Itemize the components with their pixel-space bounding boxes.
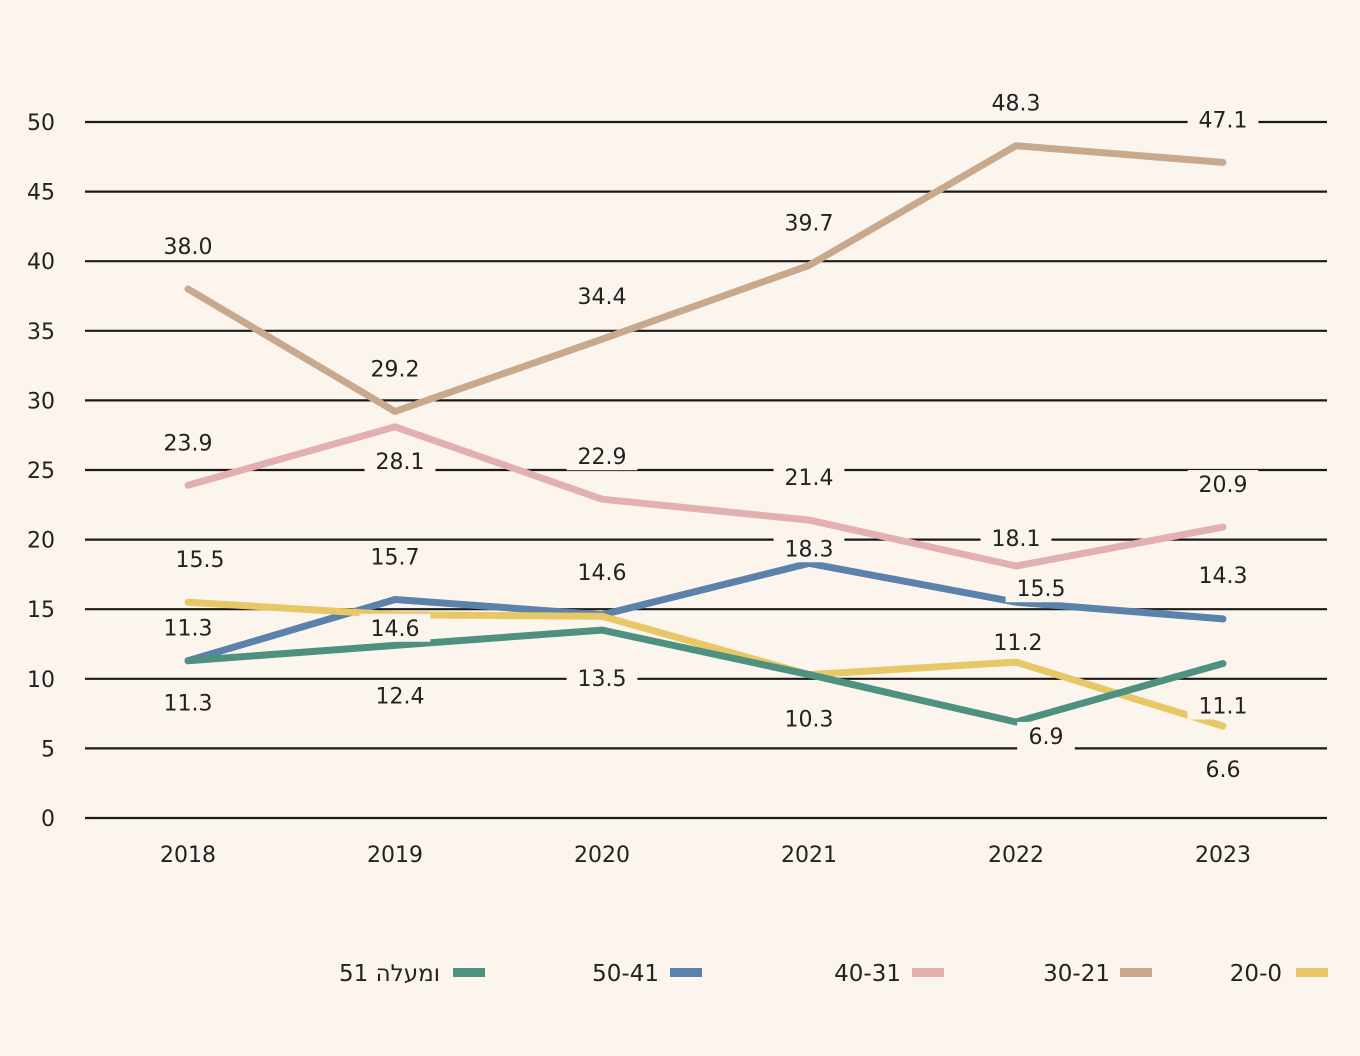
y-tick-label: 25 (27, 459, 55, 484)
data-label-bg (152, 688, 224, 717)
data-label: 18.1 (992, 527, 1041, 552)
data-label: 28.1 (376, 450, 425, 475)
series-line-1 (184, 423, 1227, 570)
data-label-bg (773, 463, 845, 492)
y-tick-label: 30 (27, 389, 55, 414)
data-label-bg (1017, 721, 1075, 750)
data-label: 14.6 (371, 617, 420, 642)
data-label: 21.4 (785, 466, 834, 491)
y-axis-ticks: 0 5 10 15 20 25 30 35 40 45 50 (27, 111, 55, 832)
x-tick-label: 2020 (574, 843, 630, 868)
data-label: 47.1 (1199, 108, 1248, 133)
legend-label: 51 ומעלה (339, 961, 440, 987)
data-label-bg (359, 542, 431, 571)
y-tick-label: 0 (41, 807, 55, 832)
x-tick-label: 2022 (988, 843, 1044, 868)
y-tick-label: 10 (27, 668, 55, 693)
x-tick-label: 2021 (781, 843, 837, 868)
data-label-bg (164, 545, 236, 574)
data-label: 15.7 (371, 545, 420, 570)
legend-swatch (670, 968, 702, 977)
data-label: 14.3 (1199, 564, 1248, 589)
data-label: 15.5 (176, 548, 225, 573)
data-label-bg (773, 534, 845, 563)
data-label: 29.2 (371, 358, 420, 383)
y-tick-label: 5 (41, 737, 55, 762)
series-line-0 (184, 142, 1227, 415)
data-label-bg (566, 282, 638, 311)
legend-label: 50-41 (592, 961, 659, 987)
data-label-bg (152, 232, 224, 261)
data-label: 34.4 (578, 285, 627, 310)
data-label-bg (980, 88, 1052, 117)
data-label: 6.9 (1029, 725, 1064, 750)
data-label-bg (364, 446, 436, 475)
y-tick-label: 50 (27, 111, 55, 136)
data-label: 10.3 (785, 708, 834, 733)
data-label: 13.5 (578, 667, 627, 692)
legend-label: 20-0 (1230, 961, 1282, 987)
data-labels: 38.0 29.2 34.4 39.7 48.3 47.1 23.9 28.1 22.9 21.4… (152, 88, 1259, 784)
x-tick-label: 2019 (367, 843, 423, 868)
data-label: 48.3 (992, 92, 1041, 117)
data-label: 14.6 (578, 561, 627, 586)
data-label-bg (566, 557, 638, 586)
data-label-bg (1187, 560, 1259, 589)
data-label-bg (359, 613, 431, 642)
x-tick-label: 2018 (160, 843, 216, 868)
legend-swatch (1120, 968, 1152, 977)
legend-label: 40-31 (834, 961, 901, 987)
series-line-4 (184, 626, 1227, 726)
data-label: 22.9 (578, 445, 627, 470)
data-label-bg (152, 613, 224, 642)
x-axis-ticks: 2018 2019 2020 2021 2022 2023 (160, 843, 1251, 868)
data-label: 11.1 (1199, 694, 1248, 719)
series-line-3 (184, 598, 1227, 730)
data-label: 18.3 (785, 537, 834, 562)
legend-swatch (1296, 968, 1328, 977)
data-label: 11.3 (164, 617, 213, 642)
data-label-bg (773, 704, 845, 733)
data-label-bg (1194, 755, 1252, 784)
data-label-bg (359, 354, 431, 383)
data-label-bg (773, 208, 845, 237)
data-label: 38.0 (164, 235, 213, 260)
y-tick-label: 45 (27, 181, 55, 206)
data-label: 15.5 (1017, 577, 1066, 602)
data-label-bg (980, 524, 1052, 553)
x-tick-label: 2023 (1195, 843, 1251, 868)
legend: 51 ומעלה 50-41 40-31 30-21 20-0 (339, 961, 1328, 987)
data-label-bg (1187, 691, 1259, 720)
legend-swatch (912, 968, 944, 977)
legend-label: 30-21 (1043, 961, 1110, 987)
y-tick-label: 15 (27, 598, 55, 623)
data-label: 23.9 (164, 431, 213, 456)
y-tick-label: 20 (27, 529, 55, 554)
data-label: 6.6 (1206, 758, 1241, 783)
data-label: 20.9 (1199, 473, 1248, 498)
data-label-bg (1187, 470, 1259, 499)
y-tick-label: 35 (27, 320, 55, 345)
data-label: 12.4 (376, 684, 425, 709)
data-label-bg (364, 681, 436, 710)
gridlines (85, 120, 1327, 820)
data-label-bg (152, 428, 224, 457)
data-label: 39.7 (785, 211, 834, 236)
data-label-bg (566, 664, 638, 693)
data-label-bg (1005, 574, 1077, 603)
data-label: 11.3 (164, 692, 213, 717)
y-tick-label: 40 (27, 250, 55, 275)
data-label: 11.2 (994, 631, 1043, 656)
data-label-bg (982, 628, 1054, 657)
series-lines (184, 142, 1227, 730)
data-label-bg (566, 442, 638, 471)
data-label-bg (1187, 105, 1259, 134)
legend-swatch (453, 968, 485, 977)
